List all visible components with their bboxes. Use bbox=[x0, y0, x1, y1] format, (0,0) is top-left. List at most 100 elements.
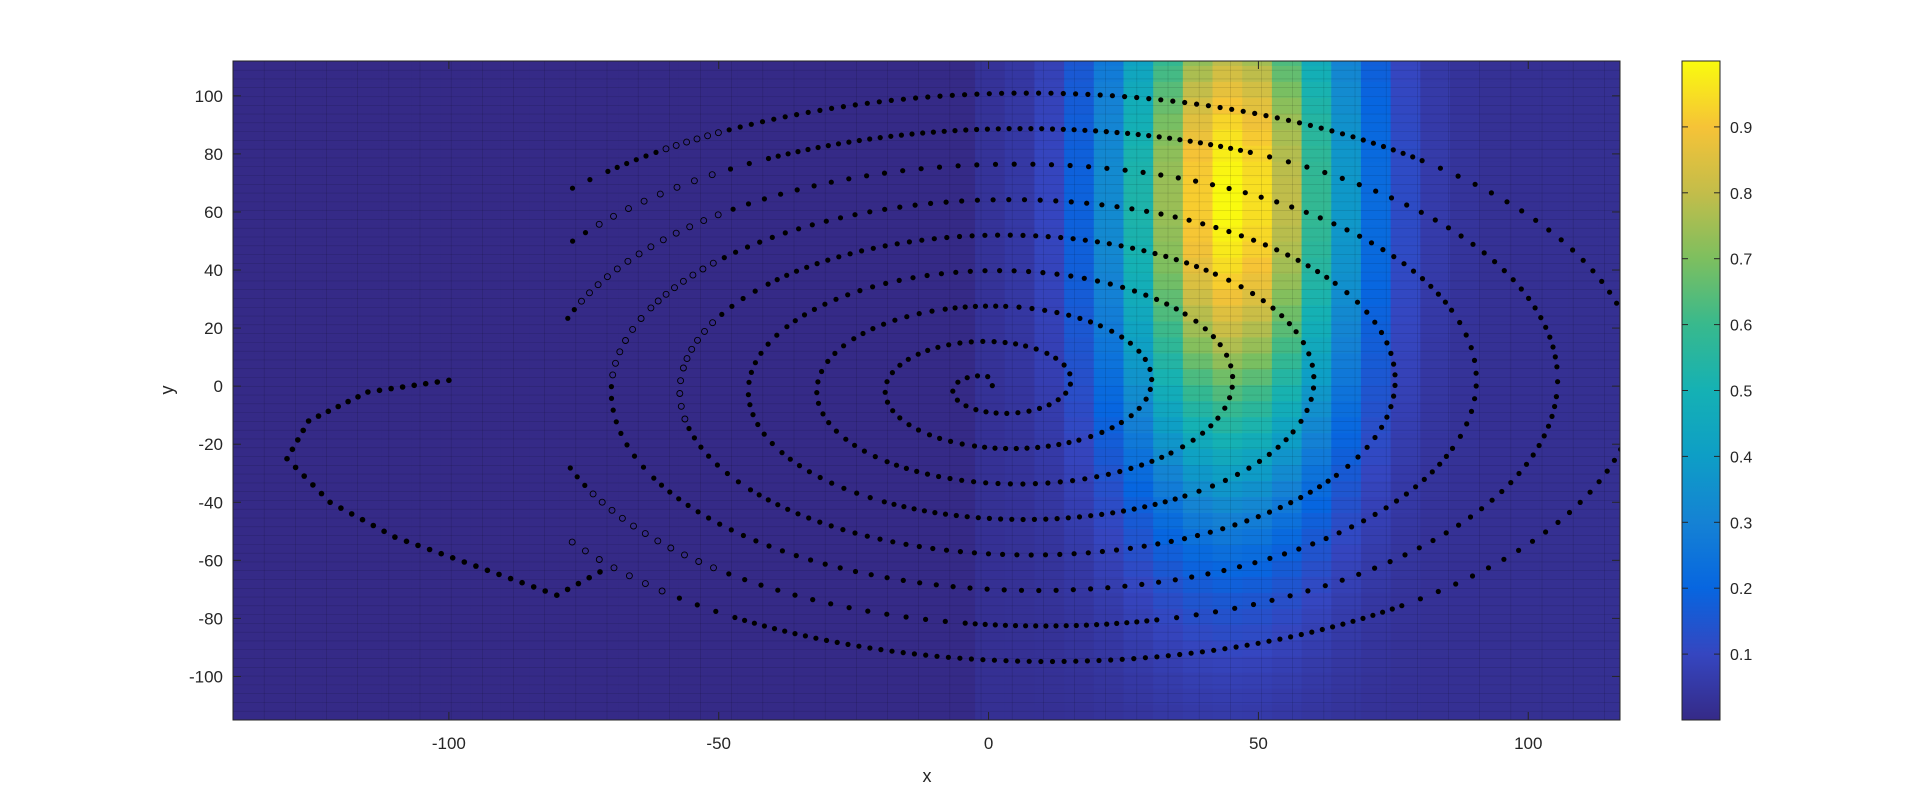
heatmap-cell bbox=[1153, 61, 1184, 66]
heatmap-cell bbox=[915, 640, 946, 657]
heatmap-cell bbox=[1479, 528, 1510, 545]
heatmap-cell bbox=[856, 400, 887, 418]
scatter-point bbox=[1274, 199, 1280, 205]
heatmap-cell bbox=[233, 400, 264, 418]
heatmap-cell bbox=[351, 61, 383, 66]
heatmap-cell bbox=[1331, 432, 1362, 450]
scatter-point bbox=[1255, 640, 1261, 646]
heatmap-cell bbox=[1004, 225, 1036, 242]
scatter-point bbox=[530, 584, 537, 590]
heatmap-cell bbox=[1034, 129, 1065, 146]
heatmap-cell bbox=[351, 656, 383, 673]
scatter-point bbox=[1173, 306, 1179, 312]
heatmap-cell bbox=[262, 240, 293, 258]
heatmap-cell bbox=[1331, 320, 1362, 338]
heatmap-cell bbox=[678, 464, 709, 482]
heatmap-cell bbox=[796, 145, 828, 162]
heatmap-cell bbox=[292, 193, 323, 210]
heatmap-cell bbox=[559, 448, 590, 466]
heatmap-cell bbox=[1242, 240, 1273, 258]
heatmap-cell bbox=[440, 65, 472, 82]
heatmap-cell bbox=[1212, 240, 1243, 258]
heatmap-cell bbox=[351, 640, 383, 657]
heatmap-cell bbox=[559, 624, 590, 641]
heatmap-cell bbox=[1539, 576, 1570, 593]
scatter-point bbox=[1364, 309, 1370, 315]
scatter-point bbox=[1014, 552, 1020, 558]
heatmap-cell bbox=[886, 592, 917, 609]
heatmap-cell bbox=[886, 608, 917, 625]
scatter-point bbox=[1055, 397, 1061, 403]
scatter-point bbox=[695, 558, 703, 565]
heatmap-cell bbox=[440, 384, 472, 402]
scatter-point bbox=[943, 547, 950, 553]
scatter-point bbox=[730, 206, 736, 212]
scatter-point bbox=[613, 265, 621, 273]
heatmap-cell bbox=[1153, 145, 1184, 162]
heatmap-cell bbox=[1539, 320, 1570, 338]
scatter-point bbox=[1307, 122, 1313, 128]
heatmap-cell bbox=[1182, 512, 1214, 529]
scatter-point bbox=[817, 107, 823, 113]
heatmap-cell bbox=[1212, 336, 1243, 354]
heatmap-cell bbox=[648, 608, 679, 625]
heatmap-cell bbox=[262, 480, 293, 498]
heatmap-cell bbox=[1450, 272, 1481, 290]
scatter-point bbox=[1532, 305, 1538, 311]
heatmap-cell bbox=[796, 65, 828, 82]
scatter-point bbox=[1013, 341, 1019, 347]
scatter-point bbox=[796, 226, 802, 232]
heatmap-cell bbox=[1004, 672, 1036, 689]
heatmap-cell bbox=[1390, 528, 1421, 545]
scatter-point bbox=[689, 271, 697, 279]
scatter-point bbox=[1144, 208, 1150, 214]
scatter-point bbox=[967, 585, 973, 591]
scatter-point bbox=[934, 653, 940, 659]
heatmap-cell bbox=[529, 272, 561, 290]
scatter-point bbox=[1147, 366, 1153, 372]
heatmap-cell bbox=[1093, 592, 1125, 609]
scatter-point bbox=[1310, 541, 1316, 547]
heatmap-cell bbox=[1420, 113, 1451, 130]
heatmap-cell bbox=[1509, 480, 1540, 498]
heatmap-cell bbox=[292, 272, 323, 290]
heatmap-cell bbox=[1539, 209, 1570, 226]
heatmap-cell bbox=[1598, 320, 1620, 338]
heatmap-cell bbox=[1004, 352, 1036, 370]
heatmap-cell bbox=[1509, 177, 1540, 194]
heatmap-cell bbox=[233, 464, 264, 482]
scatter-point bbox=[820, 411, 826, 417]
heatmap-cell bbox=[1064, 400, 1095, 418]
heatmap-cell bbox=[292, 464, 323, 482]
scatter-point bbox=[962, 304, 968, 310]
scatter-point bbox=[793, 553, 799, 559]
heatmap-cell bbox=[351, 480, 383, 498]
heatmap-cell bbox=[1509, 656, 1540, 673]
scatter-point bbox=[1344, 290, 1350, 296]
heatmap-cell bbox=[886, 704, 917, 720]
heatmap-cell bbox=[559, 61, 590, 66]
scatter-point bbox=[1094, 474, 1100, 480]
heatmap-cell bbox=[737, 256, 768, 274]
heatmap-cell bbox=[1034, 464, 1065, 482]
scatter-point bbox=[1316, 484, 1323, 490]
heatmap-cell bbox=[1420, 161, 1451, 178]
heatmap-cell bbox=[1420, 560, 1451, 577]
scatter-point bbox=[1310, 385, 1317, 391]
heatmap-cell bbox=[470, 145, 501, 162]
scatter-point bbox=[300, 427, 307, 434]
heatmap-cell bbox=[1390, 704, 1421, 720]
heatmap-cell bbox=[1212, 145, 1243, 162]
heatmap-cell bbox=[1004, 97, 1036, 114]
scatter-point bbox=[1040, 270, 1046, 276]
scatter-point bbox=[1205, 571, 1211, 577]
scatter-point bbox=[952, 305, 958, 311]
heatmap-cell bbox=[1182, 193, 1214, 210]
heatmap-cell bbox=[737, 336, 768, 354]
heatmap-cell bbox=[1539, 129, 1570, 146]
scatter-point bbox=[852, 102, 858, 108]
heatmap-cell bbox=[589, 512, 620, 529]
heatmap-cell bbox=[1123, 145, 1154, 162]
heatmap-cell bbox=[322, 512, 353, 529]
scatter-point bbox=[785, 506, 791, 512]
